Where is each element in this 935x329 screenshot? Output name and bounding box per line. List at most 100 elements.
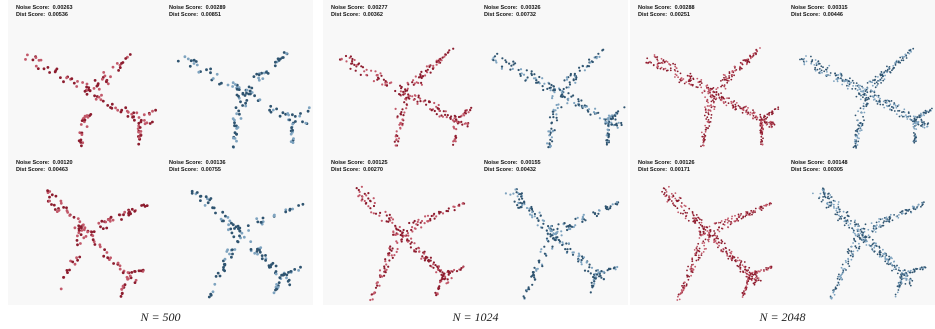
point (126, 278, 129, 281)
point (599, 210, 601, 212)
point (818, 60, 820, 62)
point (549, 87, 551, 89)
point (56, 68, 59, 71)
point (924, 127, 926, 129)
point (893, 102, 895, 104)
point (858, 230, 860, 232)
point (899, 62, 901, 64)
point (859, 85, 861, 87)
point (770, 124, 772, 126)
point (735, 108, 737, 110)
point (240, 117, 243, 120)
point (901, 115, 903, 117)
point (668, 186, 670, 188)
point (886, 263, 888, 265)
point (518, 69, 520, 71)
point (912, 123, 914, 125)
point (535, 79, 537, 81)
point (542, 85, 544, 87)
point (130, 271, 133, 274)
point (806, 61, 808, 63)
point (913, 142, 915, 144)
point (893, 265, 895, 267)
point (413, 99, 415, 101)
point (886, 66, 888, 68)
caption: N = 500 (8, 310, 313, 325)
point (856, 96, 858, 98)
point (464, 110, 466, 112)
point (858, 84, 860, 86)
point (754, 210, 756, 212)
point (294, 115, 297, 118)
point (523, 297, 525, 299)
point (738, 105, 740, 107)
point (899, 57, 901, 59)
point (871, 246, 873, 248)
point (704, 226, 706, 228)
point (687, 275, 689, 277)
point (709, 226, 711, 228)
point (278, 281, 281, 284)
point (131, 208, 134, 211)
point (417, 96, 419, 98)
point (924, 123, 926, 125)
point (883, 101, 885, 103)
point (714, 232, 716, 234)
point (869, 81, 871, 83)
point (397, 115, 399, 117)
point (690, 76, 692, 78)
point (837, 74, 839, 76)
point (856, 229, 858, 231)
point (549, 229, 551, 231)
point (670, 67, 672, 69)
point (683, 210, 685, 212)
point (452, 48, 454, 50)
point (354, 59, 356, 61)
point (385, 80, 387, 82)
point (696, 220, 698, 222)
point (238, 235, 241, 238)
point (706, 230, 708, 232)
point (228, 220, 231, 223)
point (142, 204, 145, 207)
point (381, 220, 383, 222)
point (421, 220, 423, 222)
point (751, 276, 753, 278)
point (377, 77, 379, 79)
point (908, 271, 910, 273)
point (373, 80, 375, 82)
point (272, 109, 275, 112)
point (823, 193, 825, 195)
point (65, 76, 68, 79)
point (883, 222, 885, 224)
point (755, 277, 757, 279)
noise-score: Noise Score: 0.00288 (638, 5, 695, 11)
point (550, 128, 552, 130)
point (597, 53, 599, 55)
point (205, 195, 208, 198)
point (124, 106, 127, 109)
point (677, 296, 679, 298)
point (646, 57, 648, 59)
point (885, 218, 887, 220)
point (241, 104, 244, 107)
point (742, 264, 744, 266)
point (447, 114, 449, 116)
point (887, 105, 889, 107)
point (845, 260, 847, 262)
point (447, 278, 449, 280)
point (707, 105, 709, 107)
point (688, 208, 690, 210)
point (450, 118, 452, 120)
point (882, 255, 884, 257)
point (711, 106, 713, 108)
point (701, 92, 703, 94)
point (704, 115, 706, 117)
point (374, 202, 376, 204)
point (531, 214, 533, 216)
point (442, 278, 444, 280)
point (705, 118, 707, 120)
point (76, 243, 79, 246)
point (916, 121, 918, 123)
point (227, 216, 230, 219)
